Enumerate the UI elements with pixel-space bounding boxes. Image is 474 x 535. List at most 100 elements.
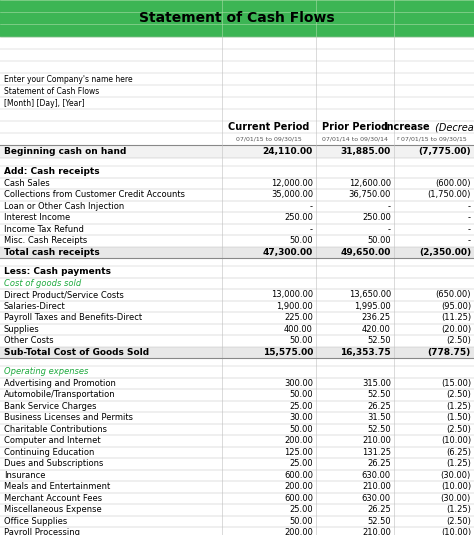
Text: Operating expenses: Operating expenses	[4, 367, 88, 376]
Text: Business Licenses and Permits: Business Licenses and Permits	[4, 413, 133, 422]
Text: (1,750.00): (1,750.00)	[428, 190, 471, 199]
Text: Insurance: Insurance	[4, 471, 46, 480]
Text: 13,650.00: 13,650.00	[349, 291, 391, 299]
Text: (10.00): (10.00)	[441, 482, 471, 491]
Text: 630.00: 630.00	[362, 494, 391, 503]
Text: Other Costs: Other Costs	[4, 337, 54, 345]
Text: 25.00: 25.00	[289, 402, 313, 411]
Text: Total cash receipts: Total cash receipts	[4, 248, 100, 257]
Text: 52.50: 52.50	[367, 337, 391, 345]
Text: 26.25: 26.25	[367, 402, 391, 411]
Text: 1,995.00: 1,995.00	[354, 302, 391, 311]
Text: Cash Sales: Cash Sales	[4, 179, 50, 188]
Text: -: -	[388, 202, 391, 211]
Text: (95.00): (95.00)	[441, 302, 471, 311]
Text: -: -	[468, 213, 471, 222]
Text: Prior Period: Prior Period	[322, 122, 388, 132]
Text: 52.50: 52.50	[367, 517, 391, 526]
Text: 52.50: 52.50	[367, 390, 391, 399]
Text: 49,650.00: 49,650.00	[341, 248, 391, 257]
Text: 630.00: 630.00	[362, 471, 391, 480]
Text: Current Period: Current Period	[228, 122, 310, 132]
Text: 26.25: 26.25	[367, 459, 391, 468]
Text: Income Tax Refund: Income Tax Refund	[4, 225, 84, 234]
Text: Misc. Cash Receipts: Misc. Cash Receipts	[4, 236, 87, 245]
Text: 15,575.00: 15,575.00	[263, 348, 313, 357]
Text: 600.00: 600.00	[284, 471, 313, 480]
Text: 07/01/15 to 09/30/15: 07/01/15 to 09/30/15	[236, 136, 302, 141]
Text: 300.00: 300.00	[284, 379, 313, 388]
Text: -: -	[310, 202, 313, 211]
Text: 26.25: 26.25	[367, 505, 391, 514]
Text: Meals and Entertainment: Meals and Entertainment	[4, 482, 110, 491]
Text: 210.00: 210.00	[362, 436, 391, 445]
Text: (1.25): (1.25)	[446, 505, 471, 514]
Text: 47,300.00: 47,300.00	[263, 248, 313, 257]
Text: 24,110.00: 24,110.00	[263, 147, 313, 156]
Text: (10.00): (10.00)	[441, 528, 471, 535]
Text: 35,000.00: 35,000.00	[271, 190, 313, 199]
Text: Cost of goods sold: Cost of goods sold	[4, 279, 81, 288]
Bar	[0, 247, 474, 258]
Text: (2.50): (2.50)	[446, 337, 471, 345]
Text: -: -	[388, 225, 391, 234]
Text: 50.00: 50.00	[289, 517, 313, 526]
Text: 31.50: 31.50	[367, 413, 391, 422]
Text: 420.00: 420.00	[362, 325, 391, 334]
Text: 1,900.00: 1,900.00	[276, 302, 313, 311]
Text: [Month] [Day], [Year]: [Month] [Day], [Year]	[4, 98, 85, 108]
Text: -: -	[468, 236, 471, 245]
Text: Continuing Education: Continuing Education	[4, 448, 94, 457]
Text: Loan or Other Cash Injection: Loan or Other Cash Injection	[4, 202, 124, 211]
Bar	[0, 145, 474, 158]
Text: r: r	[396, 136, 399, 141]
Text: Merchant Account Fees: Merchant Account Fees	[4, 494, 102, 503]
Text: 210.00: 210.00	[362, 482, 391, 491]
Text: (2,350.00): (2,350.00)	[419, 248, 471, 257]
Text: Interest Income: Interest Income	[4, 213, 70, 222]
Text: 600.00: 600.00	[284, 494, 313, 503]
Text: Enter your Company's name here: Enter your Company's name here	[4, 74, 133, 83]
Text: (1.25): (1.25)	[446, 459, 471, 468]
Text: (30.00): (30.00)	[441, 471, 471, 480]
Text: 16,353.75: 16,353.75	[340, 348, 391, 357]
Text: -: -	[310, 225, 313, 234]
Text: 31,885.00: 31,885.00	[341, 147, 391, 156]
Text: 07/01/15 to 09/30/15: 07/01/15 to 09/30/15	[401, 136, 467, 141]
Text: Direct Product/Service Costs: Direct Product/Service Costs	[4, 291, 124, 299]
Text: 250.00: 250.00	[362, 213, 391, 222]
Text: 50.00: 50.00	[367, 236, 391, 245]
Text: Bank Service Charges: Bank Service Charges	[4, 402, 97, 411]
Text: Payroll Taxes and Benefits-Direct: Payroll Taxes and Benefits-Direct	[4, 314, 142, 322]
Text: Supplies: Supplies	[4, 325, 40, 334]
Text: 50.00: 50.00	[289, 236, 313, 245]
Text: Payroll Processing: Payroll Processing	[4, 528, 80, 535]
Text: 200.00: 200.00	[284, 528, 313, 535]
Text: (2.50): (2.50)	[446, 390, 471, 399]
Text: Advertising and Promotion: Advertising and Promotion	[4, 379, 116, 388]
Text: Beginning cash on hand: Beginning cash on hand	[4, 147, 127, 156]
Bar	[0, 347, 474, 358]
Text: 25.00: 25.00	[289, 505, 313, 514]
Text: Charitable Contributions: Charitable Contributions	[4, 425, 107, 434]
Text: 236.25: 236.25	[362, 314, 391, 322]
Text: (7,775.00): (7,775.00)	[419, 147, 471, 156]
Text: Statement of Cash Flows: Statement of Cash Flows	[4, 87, 99, 96]
Text: 50.00: 50.00	[289, 337, 313, 345]
Text: (650.00): (650.00)	[436, 291, 471, 299]
Text: (1.25): (1.25)	[446, 402, 471, 411]
Text: 50.00: 50.00	[289, 390, 313, 399]
Text: Automobile/Transportation: Automobile/Transportation	[4, 390, 116, 399]
Text: 07/01/14 to 09/30/14: 07/01/14 to 09/30/14	[322, 136, 388, 141]
Text: Less: Cash payments: Less: Cash payments	[4, 268, 111, 276]
Bar	[0, 0, 474, 37]
Text: (30.00): (30.00)	[441, 494, 471, 503]
Text: 200.00: 200.00	[284, 482, 313, 491]
Text: Add: Cash receipts: Add: Cash receipts	[4, 167, 100, 176]
Text: Miscellaneous Expense: Miscellaneous Expense	[4, 505, 102, 514]
Text: 25.00: 25.00	[289, 459, 313, 468]
Text: 52.50: 52.50	[367, 425, 391, 434]
Text: Sub-Total Cost of Goods Sold: Sub-Total Cost of Goods Sold	[4, 348, 149, 357]
Text: (15.00): (15.00)	[441, 379, 471, 388]
Text: 210.00: 210.00	[362, 528, 391, 535]
